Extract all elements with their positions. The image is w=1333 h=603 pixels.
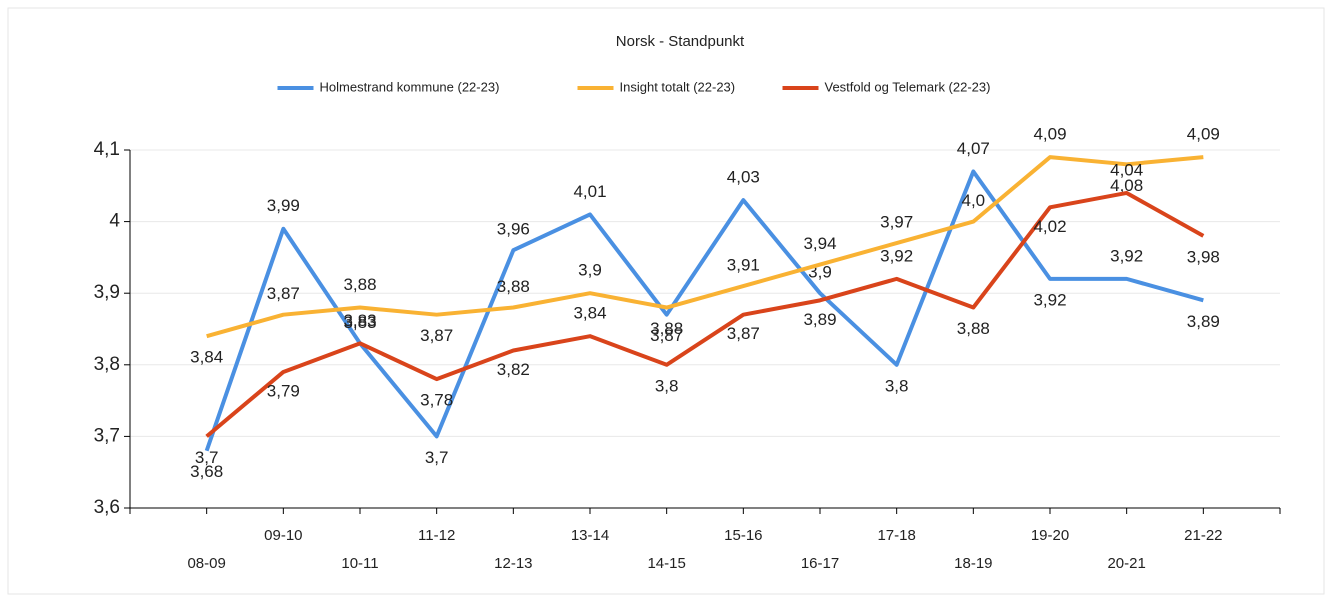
x-tick-label: 19-20 <box>1031 527 1069 544</box>
data-label: 3,89 <box>1187 312 1220 331</box>
x-tick-label: 16-17 <box>801 555 839 572</box>
x-tick-label: 18-19 <box>954 555 992 572</box>
data-label: 3,83 <box>343 311 376 330</box>
data-label: 3,68 <box>190 462 223 481</box>
data-label: 3,94 <box>803 234 836 253</box>
data-label: 4,09 <box>1187 125 1220 144</box>
data-label: 3,8 <box>885 376 909 395</box>
data-label: 3,9 <box>578 261 602 280</box>
y-tick-label: 3,9 <box>94 282 120 303</box>
y-tick-label: 3,8 <box>94 354 120 375</box>
series-line <box>206 155 1204 339</box>
data-label: 3,8 <box>655 376 679 395</box>
data-label: 3,84 <box>573 304 606 323</box>
x-tick-label: 12-13 <box>494 555 532 572</box>
y-tick-label: 3,7 <box>94 425 120 446</box>
data-label: 3,92 <box>880 246 913 265</box>
series-line <box>205 190 1205 438</box>
data-label: 4,01 <box>573 182 606 201</box>
data-label: 3,7 <box>195 448 219 467</box>
data-label: 3,92 <box>1110 246 1143 265</box>
data-label: 4,04 <box>1110 160 1143 179</box>
data-label: 4,09 <box>1033 125 1066 144</box>
data-label: 3,82 <box>497 360 530 379</box>
data-label: 3,88 <box>650 319 683 338</box>
data-label: 3,88 <box>497 277 530 296</box>
data-label: 3,97 <box>880 213 913 232</box>
x-tick-label: 21-22 <box>1184 527 1222 544</box>
data-label: 3,99 <box>267 196 300 215</box>
data-label: 3,89 <box>803 310 836 329</box>
legend-label: Vestfold og Telemark (22-23) <box>825 79 991 94</box>
data-label: 3,92 <box>1033 290 1066 309</box>
legend-label: Holmestrand kommune (22-23) <box>320 79 500 94</box>
x-tick-label: 17-18 <box>877 527 915 544</box>
x-tick-label: 11-12 <box>418 527 455 544</box>
x-tick-label: 15-16 <box>724 527 762 544</box>
data-label: 3,87 <box>267 284 300 303</box>
data-label: 3,87 <box>650 326 683 345</box>
x-tick-label: 09-10 <box>264 527 302 544</box>
data-label: 3,87 <box>727 324 760 343</box>
data-label: 3,84 <box>190 348 223 367</box>
data-label: 3,7 <box>425 448 449 467</box>
data-label: 3,87 <box>420 326 453 345</box>
data-label: 4,03 <box>727 168 760 187</box>
legend-label: Insight totalt (22-23) <box>620 79 736 94</box>
y-tick-label: 3,6 <box>94 497 120 518</box>
x-tick-label: 14-15 <box>647 555 685 572</box>
data-label: 3,88 <box>343 275 376 294</box>
data-label: 4,08 <box>1110 176 1143 195</box>
series-line <box>204 169 1204 452</box>
data-label: 3,83 <box>343 313 376 332</box>
x-tick-label: 10-11 <box>341 555 378 572</box>
y-tick-label: 4 <box>109 211 120 232</box>
data-label: 3,78 <box>420 391 453 410</box>
chart-title: Norsk - Standpunkt <box>616 33 745 50</box>
data-label: 4,0 <box>962 191 986 210</box>
data-label: 4,07 <box>957 139 990 158</box>
x-tick-label: 08-09 <box>187 555 225 572</box>
data-label: 3,96 <box>497 220 530 239</box>
chart-frame <box>7 7 1325 595</box>
data-label: 4,02 <box>1033 217 1066 236</box>
data-label: 3,79 <box>267 381 300 400</box>
data-label: 3,88 <box>957 319 990 338</box>
data-label: 3,98 <box>1187 247 1220 266</box>
y-tick-label: 4,1 <box>94 139 120 160</box>
x-tick-label: 13-14 <box>571 527 609 544</box>
data-label: 3,91 <box>727 256 760 275</box>
x-tick-label: 20-21 <box>1107 555 1145 572</box>
